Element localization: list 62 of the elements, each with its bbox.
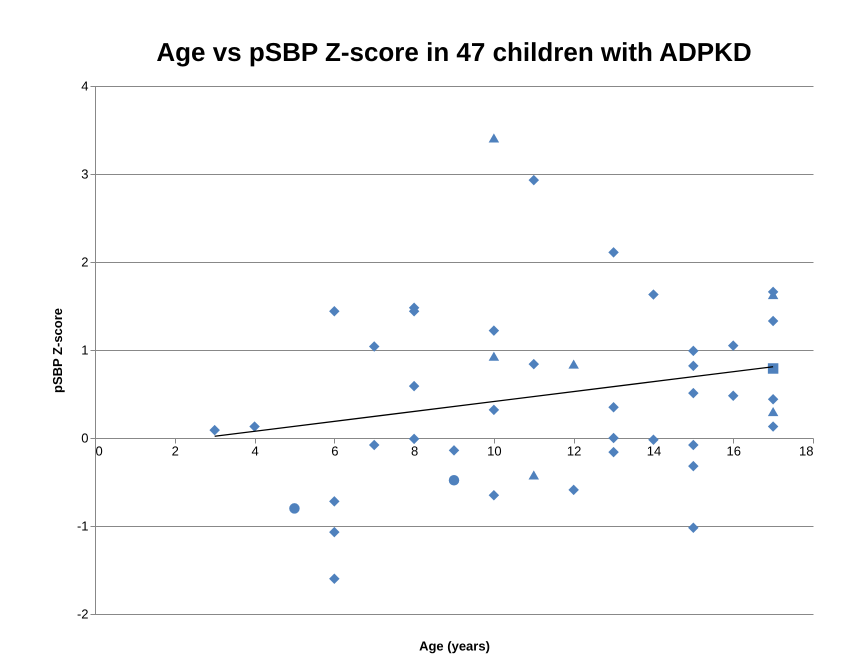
x-tick-label: 2 xyxy=(172,444,179,458)
point xyxy=(368,440,380,450)
x-tick-label: 8 xyxy=(410,444,418,458)
point xyxy=(608,446,619,458)
point xyxy=(408,434,420,444)
y-tick-label: -2 xyxy=(76,606,88,622)
x-tick-label: 4 xyxy=(251,444,259,458)
chart-title: Age vs pSBP Z-score in 47 children with ADPKD xyxy=(156,37,752,67)
y-tick-label: 0 xyxy=(81,430,88,446)
x-axis-title: Age (years) xyxy=(419,638,490,654)
y-axis-title: pSBP Z-score xyxy=(50,308,65,394)
x-tick-label: 14 xyxy=(646,444,662,458)
point xyxy=(728,390,738,402)
y-tick-label: 3 xyxy=(81,166,88,182)
point xyxy=(768,316,778,326)
point xyxy=(528,470,540,480)
point xyxy=(408,380,420,392)
point xyxy=(728,340,738,351)
point xyxy=(488,352,500,361)
point xyxy=(648,289,659,300)
x-tick-label: 18 xyxy=(799,444,814,458)
point xyxy=(688,522,699,534)
point xyxy=(608,432,619,444)
y-tick-label: 4 xyxy=(81,78,88,94)
point xyxy=(329,306,340,317)
point xyxy=(329,526,340,538)
point xyxy=(488,133,500,142)
point xyxy=(488,404,500,416)
point xyxy=(528,358,540,370)
point xyxy=(688,346,699,356)
point xyxy=(448,445,460,456)
point xyxy=(488,325,500,336)
x-tick-label: 6 xyxy=(331,444,338,458)
point xyxy=(209,424,220,436)
point xyxy=(768,407,778,416)
point xyxy=(329,574,340,584)
point xyxy=(368,341,380,352)
point xyxy=(528,174,540,186)
point xyxy=(648,434,659,446)
point xyxy=(688,388,699,398)
y-tick-label: -1 xyxy=(76,518,88,534)
point xyxy=(768,394,778,405)
point xyxy=(768,421,778,432)
x-tick-label: 16 xyxy=(726,444,741,458)
point xyxy=(608,402,619,412)
x-tick-label: 12 xyxy=(566,444,582,458)
point xyxy=(488,490,500,500)
point xyxy=(768,363,778,374)
point xyxy=(688,440,699,450)
y-tick-label: 2 xyxy=(81,254,88,270)
point xyxy=(289,503,300,514)
point xyxy=(448,475,460,486)
point xyxy=(249,421,260,432)
point xyxy=(688,460,699,472)
point xyxy=(568,360,579,369)
point xyxy=(568,484,579,496)
point xyxy=(688,360,699,372)
point xyxy=(608,247,619,258)
x-tick-label: 0 xyxy=(96,444,103,458)
y-tick-label: 1 xyxy=(81,342,88,358)
x-tick-label: 10 xyxy=(487,444,502,458)
point xyxy=(329,496,340,507)
